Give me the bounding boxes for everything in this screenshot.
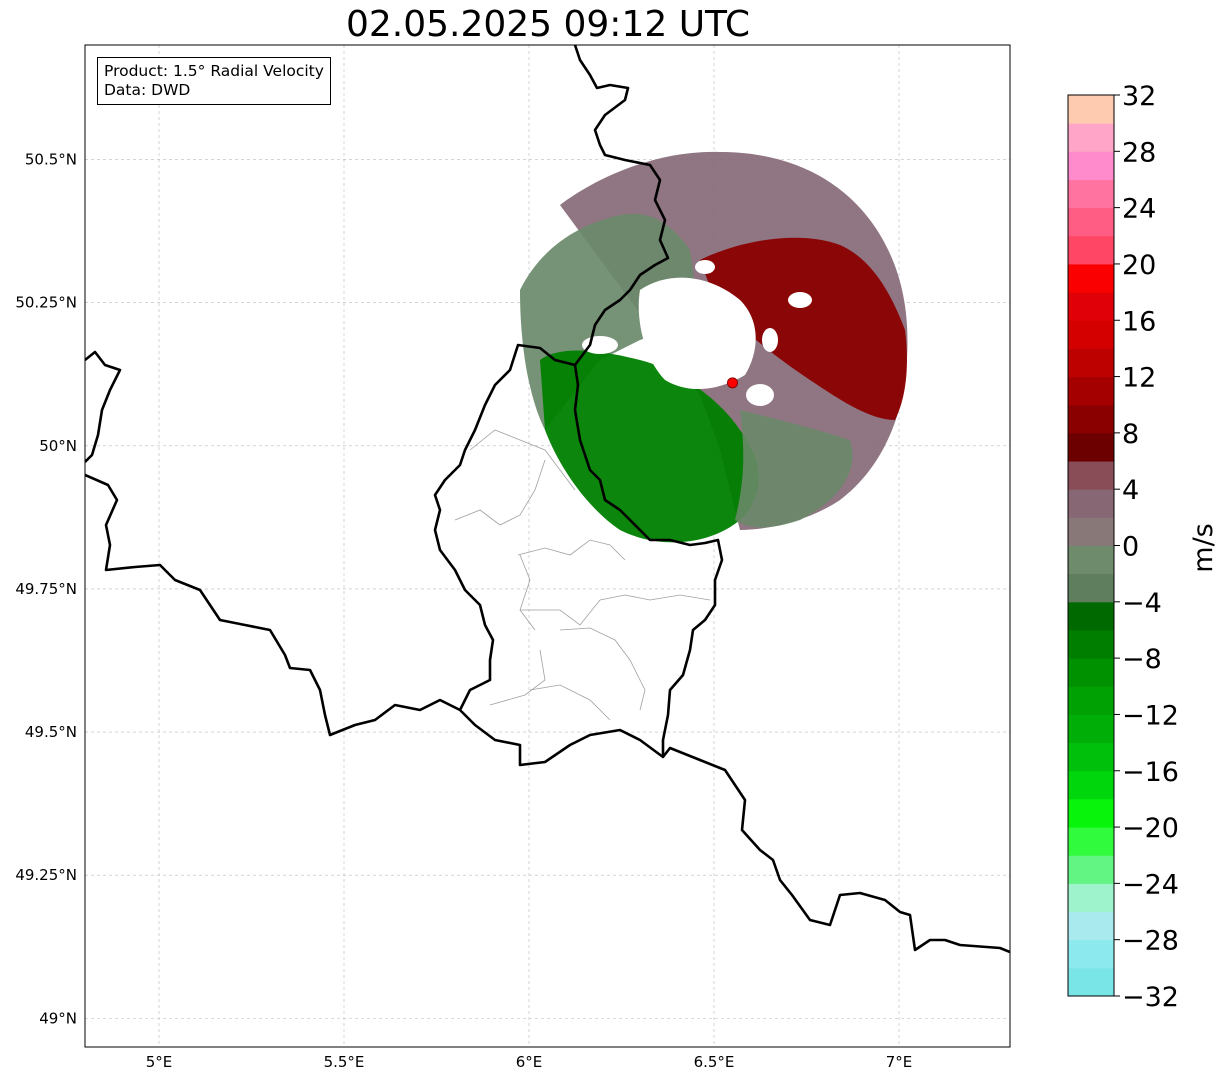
colorbar-tick-label: −24 bbox=[1122, 869, 1179, 900]
colorbar-tick-label: 12 bbox=[1122, 363, 1156, 394]
colorbar-segment bbox=[1068, 658, 1114, 687]
colorbar-segment bbox=[1068, 827, 1114, 856]
colorbar-segment bbox=[1068, 376, 1114, 406]
longitude-tick-label: 5°E bbox=[146, 1053, 173, 1071]
latitude-labels: 49°N 49.25°N 49.5°N 49.75°N 50°N 50.25°N 50.5°… bbox=[15, 151, 77, 1028]
colorbar-segment bbox=[1068, 939, 1114, 969]
colorbar-segment bbox=[1068, 545, 1114, 575]
region-boundaries bbox=[454, 429, 711, 721]
data-source-label: Data: DWD bbox=[104, 81, 191, 99]
latitude-tick-label: 49.25°N bbox=[15, 866, 77, 884]
latitude-tick-label: 49°N bbox=[39, 1009, 77, 1027]
colorbar-segment bbox=[1068, 292, 1114, 321]
colorbar-segment bbox=[1068, 629, 1114, 659]
colorbar-segment bbox=[1068, 855, 1114, 884]
border-fr-be bbox=[85, 473, 1010, 954]
colorbar-tick-label: −8 bbox=[1122, 644, 1162, 675]
colorbar-tick-label: −16 bbox=[1122, 757, 1179, 788]
colorbar-segment bbox=[1068, 151, 1114, 180]
colorbar-segment bbox=[1068, 686, 1114, 715]
colorbar-segment bbox=[1068, 320, 1114, 349]
colorbar-segment bbox=[1068, 714, 1114, 744]
colorbar-segment bbox=[1068, 461, 1114, 490]
colorbar-tick-label: 24 bbox=[1122, 194, 1156, 225]
border-be-lu bbox=[433, 343, 576, 711]
colorbar-segment bbox=[1068, 263, 1114, 293]
colorbar-segment bbox=[1068, 432, 1114, 462]
echo-inbound-light bbox=[735, 410, 853, 528]
colorbar-tick-label: −4 bbox=[1122, 588, 1162, 619]
colorbar-tick-label: −20 bbox=[1122, 813, 1179, 844]
echo-outbound-strong bbox=[700, 237, 907, 420]
colorbar-segment bbox=[1068, 489, 1114, 518]
border-west-edge bbox=[85, 350, 122, 463]
product-info-box: Product: 1.5° Radial Velocity Data: DWD bbox=[97, 57, 331, 105]
colorbar-segment bbox=[1068, 348, 1114, 378]
colorbar-segment bbox=[1068, 123, 1114, 152]
colorbar-segment bbox=[1068, 95, 1114, 124]
map-frame bbox=[84, 44, 1011, 1048]
latitude-tick-label: 49.5°N bbox=[25, 723, 77, 741]
map-title: 02.05.2025 09:12 UTC bbox=[345, 4, 751, 45]
colorbar-segment bbox=[1068, 911, 1114, 941]
product-label: Product: 1.5° Radial Velocity bbox=[104, 62, 324, 80]
colorbar-segment bbox=[1068, 517, 1114, 546]
latitude-tick-label: 50.25°N bbox=[15, 294, 77, 312]
colorbar-tick-label: 4 bbox=[1122, 475, 1139, 506]
echo-gap bbox=[638, 277, 756, 390]
colorbar: 32 28 24 20 16 12 8 4 0 −4 −8 −12 −16 −20 −24 −28 −32 bbox=[1067, 81, 1179, 1013]
longitude-tick-label: 7°E bbox=[886, 1053, 913, 1071]
longitude-tick-label: 6°E bbox=[516, 1053, 543, 1071]
colorbar-segment bbox=[1068, 798, 1114, 828]
latitude-tick-label: 49.75°N bbox=[15, 580, 77, 598]
national-borders bbox=[85, 45, 1010, 954]
colorbar-segment bbox=[1068, 883, 1114, 913]
colorbar-segment bbox=[1068, 601, 1114, 631]
longitude-labels: 5°E 5.5°E 6°E 6.5°E 7°E bbox=[146, 1053, 913, 1071]
colorbar-tick-label: 20 bbox=[1122, 250, 1156, 281]
latitude-tick-label: 50°N bbox=[39, 437, 77, 455]
colorbar-segment bbox=[1068, 742, 1114, 772]
colorbar-unit-label: m/s bbox=[1188, 523, 1219, 572]
latitude-tick-label: 50.5°N bbox=[25, 151, 77, 169]
colorbar-tick-label: −12 bbox=[1122, 700, 1179, 731]
colorbar-segment bbox=[1068, 573, 1114, 603]
colorbar-tick-label: −32 bbox=[1122, 982, 1179, 1013]
colorbar-segment bbox=[1068, 967, 1114, 997]
colorbar-tick-label: 32 bbox=[1122, 81, 1156, 112]
colorbar-segment bbox=[1068, 235, 1114, 265]
colorbar-segment bbox=[1068, 770, 1114, 800]
colorbar-segment bbox=[1068, 207, 1114, 237]
colorbar-segment bbox=[1068, 404, 1114, 434]
colorbar-segment bbox=[1068, 179, 1114, 209]
longitude-tick-label: 5.5°E bbox=[324, 1053, 365, 1071]
echo-inbound-strong bbox=[540, 350, 759, 543]
colorbar-tick-label: −28 bbox=[1122, 926, 1179, 957]
colorbar-tick-label: 16 bbox=[1122, 306, 1156, 337]
radial-velocity-echo bbox=[520, 151, 908, 543]
border-be-de bbox=[573, 45, 670, 366]
colorbar-tick-label: 8 bbox=[1122, 419, 1139, 450]
radar-site-marker bbox=[727, 377, 738, 389]
longitude-tick-label: 6.5°E bbox=[694, 1053, 735, 1071]
border-de-lu bbox=[573, 364, 724, 757]
colorbar-tick-label: 28 bbox=[1122, 137, 1156, 168]
colorbar-tick-label: 0 bbox=[1122, 532, 1139, 563]
